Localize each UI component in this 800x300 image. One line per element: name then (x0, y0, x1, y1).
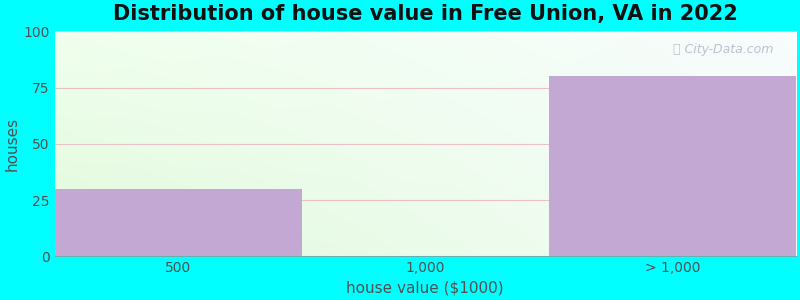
Bar (54, 189, 302, 256)
Y-axis label: houses: houses (4, 117, 19, 171)
Bar (549, 76, 796, 256)
Text: ⓘ City-Data.com: ⓘ City-Data.com (674, 43, 774, 56)
Title: Distribution of house value in Free Union, VA in 2022: Distribution of house value in Free Unio… (113, 4, 738, 24)
X-axis label: house value ($1000): house value ($1000) (346, 281, 504, 296)
